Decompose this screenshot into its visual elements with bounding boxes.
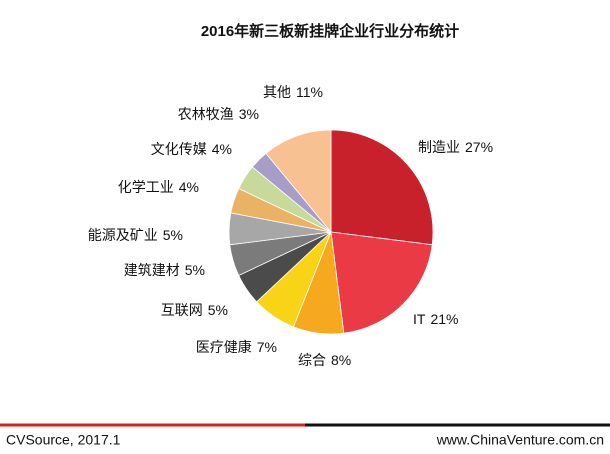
value-label: 3%: [239, 106, 259, 122]
value-label: 11%: [296, 84, 323, 100]
slice-label: 医疗健康 7%: [196, 339, 277, 355]
value-label: 5%: [185, 262, 205, 278]
category-name: 医疗健康: [196, 339, 252, 355]
pie-slice: [265, 129, 332, 234]
pie-slice: [330, 129, 434, 246]
pie-slice: [330, 231, 433, 334]
chart-title: 2016年新三板新挂牌企业行业分布统计: [201, 22, 459, 40]
slice-label: 互联网 5%: [161, 302, 228, 318]
slice-label: IT 21%: [413, 311, 458, 327]
category-name: 其他: [263, 84, 291, 100]
website: www.ChinaVenture.com.cn: [436, 432, 604, 448]
source: CVSource, 2017.1: [6, 432, 121, 448]
category-name: 互联网: [161, 302, 203, 318]
value-label: 4%: [179, 179, 199, 195]
slice-label: 综合 8%: [298, 352, 351, 368]
slice-label: 化学工业 4%: [118, 179, 199, 195]
value-label: 27%: [465, 139, 493, 155]
category-name: 文化传媒: [151, 141, 207, 157]
value-label: 5%: [163, 227, 183, 243]
category-name: 综合: [298, 352, 326, 368]
value-label: 7%: [257, 339, 277, 355]
slice-label: 制造业 27%: [418, 139, 493, 155]
slice-label: 能源及矿业 5%: [88, 227, 183, 243]
value-label: 5%: [208, 302, 228, 318]
slice-label: 农林牧渔 3%: [178, 106, 259, 122]
category-name: 农林牧渔: [178, 106, 234, 122]
slice-label: 建筑建材 5%: [124, 262, 205, 278]
value-label: 21%: [430, 311, 458, 327]
slice-label: 其他 11%: [263, 84, 323, 100]
category-name: 建筑建材: [124, 262, 180, 278]
value-label: 8%: [331, 352, 351, 368]
slice-label: 文化传媒 4%: [151, 141, 232, 157]
category-name: 能源及矿业: [88, 227, 158, 243]
category-name: IT: [413, 311, 426, 327]
category-name: 化学工业: [118, 179, 174, 195]
category-name: 制造业: [418, 139, 460, 155]
value-label: 4%: [212, 141, 232, 157]
